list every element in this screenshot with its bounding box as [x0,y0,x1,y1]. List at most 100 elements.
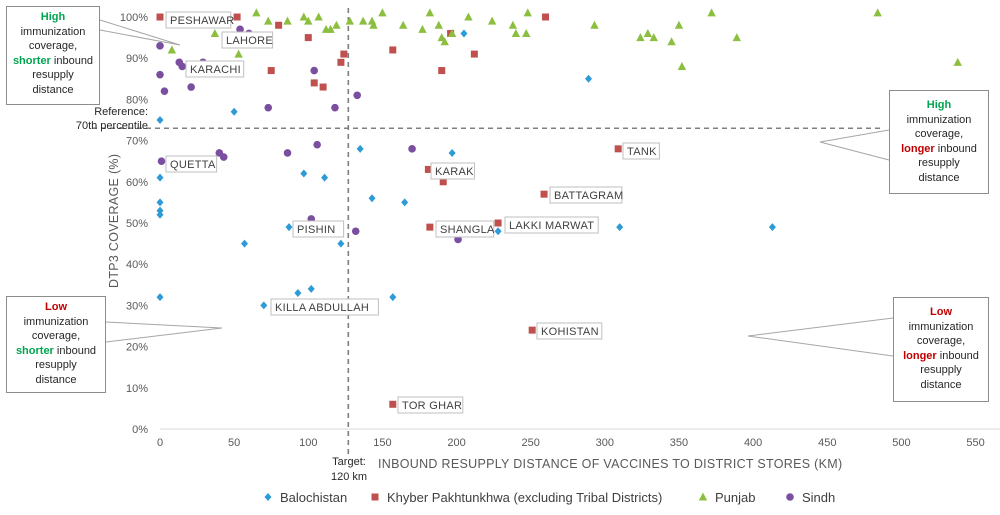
data-point [283,16,292,25]
data-point [219,153,228,161]
data-point [356,144,364,153]
reference-lines [92,8,882,455]
callout-leader [747,317,894,357]
svg-text:LAHORE: LAHORE [226,35,273,47]
data-point [464,12,473,21]
legend-marker [264,493,272,501]
data-point [331,103,339,112]
data-point [319,83,327,91]
data-point [234,49,243,58]
legend: Balochistan Khyber Pakhtunkhwa (excluding… [264,490,835,505]
data-point [283,149,292,157]
data-point [768,223,776,232]
data-point [314,12,323,21]
data-point [585,74,593,83]
data-point [522,28,531,37]
data-label: LAKKI MARWAT [504,216,599,234]
data-point [337,239,345,248]
data-point [156,206,164,215]
legend-label: Sindh [802,490,835,505]
data-point [156,42,164,50]
legend-label: Punjab [715,490,755,505]
data-point [345,16,354,25]
y-tick-label: 70% [126,136,148,148]
svg-text:TANK: TANK [627,146,657,158]
axis-ticks: 0 50 100 150 200 250 300 350 400 450 500 550 0% 10% 20… [120,12,985,449]
legend-entry: Sindh [786,490,835,505]
y-tick-label: 0% [132,424,148,436]
x-tick-label: 500 [892,437,910,449]
y-tick-label: 30% [126,300,148,312]
data-point [156,70,164,79]
data-point [156,198,164,207]
data-point [156,210,164,219]
y-tick-label: 40% [126,259,148,271]
data-point [351,227,360,236]
data-label: TANK [622,142,660,160]
data-point [156,293,164,302]
svg-text:BATTAGRAM: BATTAGRAM [554,190,624,202]
y-tick-label: 60% [126,177,148,189]
x-tick-label: 150 [373,437,391,449]
data-point [310,79,318,87]
data-point [636,33,645,42]
data-point [264,103,273,112]
data-point [310,66,319,75]
data-point [307,284,315,293]
svg-text:70th percentile: 70th percentile [76,120,148,132]
svg-text:Reference:: Reference: [94,106,148,118]
data-point [353,91,362,100]
data-point [337,58,345,66]
data-point [398,20,408,29]
legend-label: Balochistan [280,490,347,505]
data-point [643,28,653,37]
data-label: TOR GHAR [397,396,464,414]
data-point [523,8,532,17]
data-point [378,8,387,17]
data-point [367,16,377,25]
data-point [260,301,268,310]
data-label: SHANGLA [435,220,495,238]
data-point [440,37,449,46]
data-point [460,29,468,38]
data-point [649,33,658,42]
y-axis-title: DTP3 COVERAGE (%) [107,154,121,288]
callout-high-shorter: High immunization coverage, shorter inbo… [6,6,100,105]
data-point [540,190,548,198]
legend-marker [786,493,794,501]
data-point [285,223,293,232]
data-point [230,107,238,116]
data-point [332,20,341,29]
data-point [542,13,550,21]
data-point [487,16,497,25]
data-point [424,165,432,173]
callout-low-shorter: Low immunization coverage, shorter inbou… [6,296,106,393]
data-label: LAHORE [221,31,274,49]
data-point [358,16,368,25]
svg-text:Target:: Target: [332,456,366,468]
callout-high-longer: High immunization coverage, longer inbou… [889,90,989,194]
x-tick-label: 250 [522,437,540,449]
x-tick-label: 0 [157,437,163,449]
data-point [953,57,962,66]
data-point [508,20,518,29]
data-point [454,235,462,244]
callout-leader [819,129,890,161]
svg-text:KOHISTAN: KOHISTAN [541,326,599,338]
data-point [241,239,249,248]
data-point [313,140,321,149]
x-tick-label: 550 [966,437,984,449]
legend-label: Khyber Pakhtunkhwa (excluding Tribal Dis… [387,490,662,505]
data-label: PISHIN [292,220,345,238]
data-point [304,34,312,42]
x-tick-label: 450 [818,437,836,449]
data-label: KARAK [430,162,475,180]
data-point [614,145,622,153]
y-tick-label: 90% [126,53,148,65]
data-point [300,169,308,178]
data-point [426,223,434,231]
data-labels: PESHAWAR LAHORE KARACHI QUETTA PISHIN KILLA A… [165,11,660,414]
data-point [389,400,397,408]
data-point [157,157,166,165]
